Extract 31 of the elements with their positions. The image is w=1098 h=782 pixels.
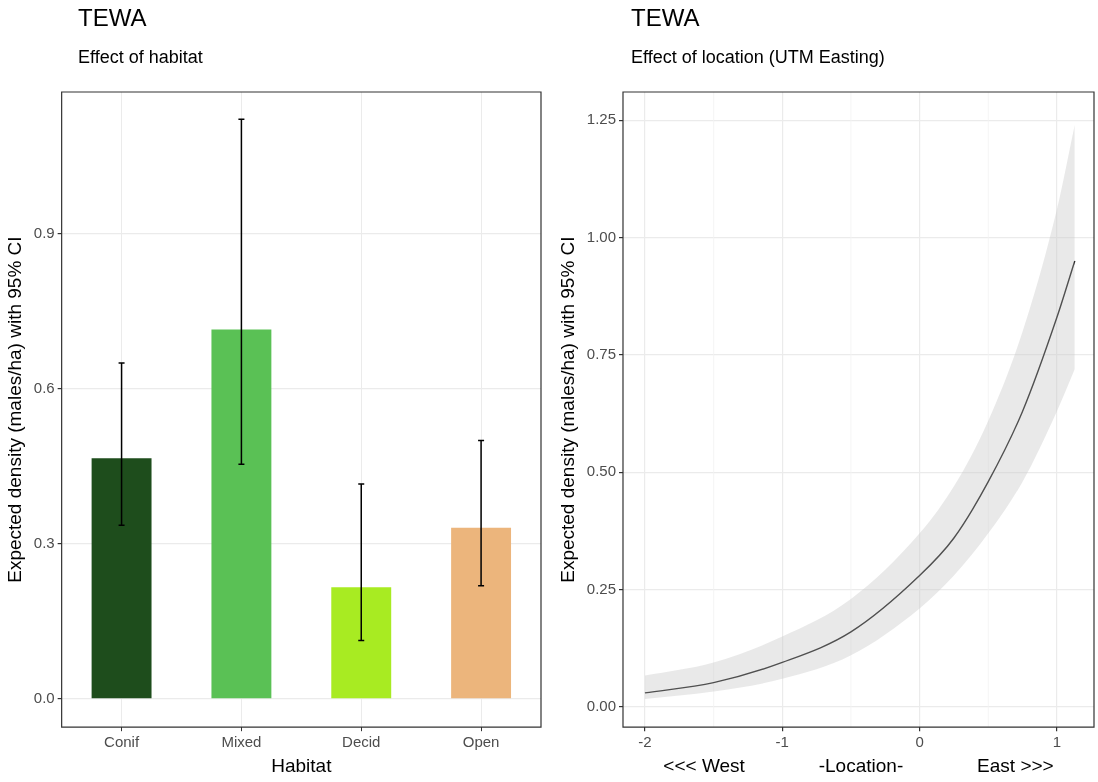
- y-tick-label: 0.50: [586, 462, 616, 480]
- chart-subtitle: Effect of habitat: [78, 47, 203, 68]
- y-tick-label: 1.00: [586, 227, 616, 245]
- x-tick-label: Mixed: [221, 733, 262, 751]
- y-tick-label: 0.75: [586, 345, 616, 363]
- x-tick-label: Open: [462, 733, 500, 751]
- bar: [91, 458, 152, 699]
- x-axis-title: <<< West -Location- East >>>: [663, 754, 1054, 776]
- x-tick-label: -2: [638, 733, 652, 751]
- chart-title: TEWA: [631, 4, 700, 32]
- y-tick-label: 0.00: [586, 697, 616, 715]
- x-axis-title: Habitat: [271, 754, 333, 776]
- x-tick-label: Conif: [104, 733, 140, 751]
- bar: [331, 587, 392, 699]
- y-tick-label: 0.25: [586, 579, 616, 597]
- x-tick-label: Decid: [342, 733, 381, 751]
- x-tick-label: 1: [1052, 733, 1062, 751]
- y-tick-label: 1.25: [586, 110, 616, 128]
- x-tick-label: 0: [915, 733, 924, 751]
- y-tick-label: 0.3: [33, 534, 55, 552]
- y-tick-label: 0.0: [33, 688, 55, 706]
- bar: [211, 329, 272, 699]
- line-series: [644, 260, 1076, 694]
- x-tick-label: -1: [775, 733, 789, 751]
- y-tick-label: 0.9: [33, 224, 55, 242]
- y-axis-title: Expected density (males/ha) with 95% CI: [3, 236, 25, 583]
- y-axis-title: Expected density (males/ha) with 95% CI: [556, 236, 578, 583]
- y-tick-label: 0.6: [33, 379, 55, 397]
- chart-subtitle: Effect of location (UTM Easting): [631, 47, 885, 68]
- chart-title: TEWA: [78, 4, 147, 32]
- bar: [451, 527, 512, 699]
